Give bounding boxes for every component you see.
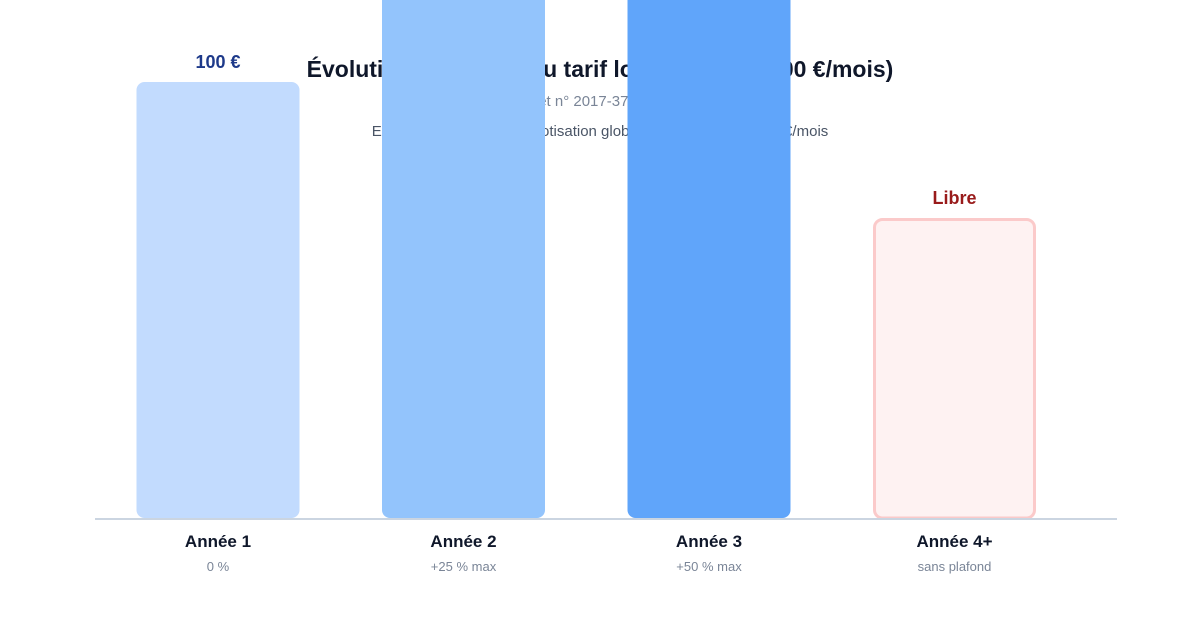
category-label: Année 2 xyxy=(430,532,496,551)
category-label: Année 3 xyxy=(676,532,742,551)
bar xyxy=(382,0,545,518)
bar xyxy=(873,218,1036,520)
bar xyxy=(136,82,300,518)
category-sublabel: sans plafond xyxy=(918,559,992,574)
value-label: 100 € xyxy=(195,52,240,72)
category-sublabel: 0 % xyxy=(207,559,230,574)
category-label: Année 4+ xyxy=(916,532,992,551)
category-sublabel: +25 % max xyxy=(431,559,497,574)
value-label: Libre xyxy=(932,188,976,208)
bar xyxy=(627,0,791,518)
category-label: Année 1 xyxy=(185,532,251,551)
category-sublabel: +50 % max xyxy=(676,559,742,574)
